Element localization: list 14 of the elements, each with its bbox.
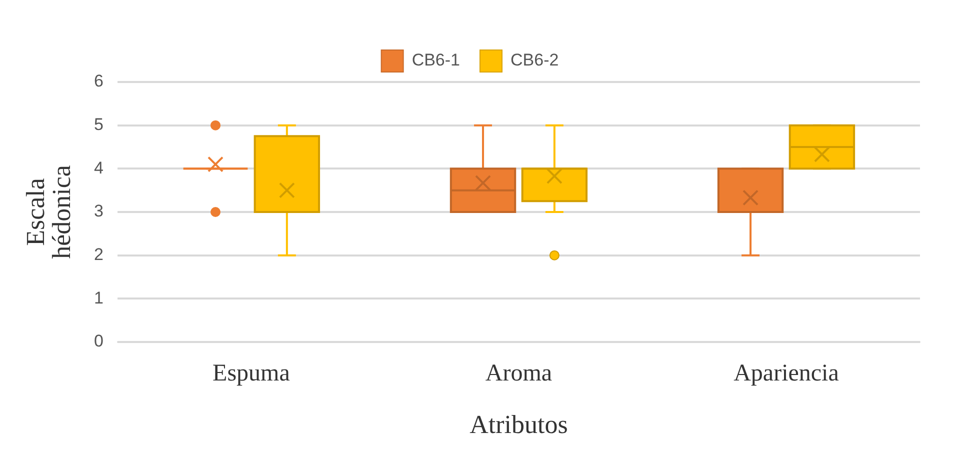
x-tick-label: Espuma xyxy=(212,360,290,387)
y-tick-label: 1 xyxy=(94,288,104,308)
y-tick-label: 3 xyxy=(94,202,104,221)
legend-label: CB6-1 xyxy=(412,50,460,70)
y-axis-title: Escala hédonica xyxy=(20,164,76,259)
y-tick-label: 0 xyxy=(94,332,104,351)
x-tick-label: Aroma xyxy=(485,360,552,387)
y-tick-label: 2 xyxy=(94,245,104,264)
x-tick-label: Apariencia xyxy=(734,360,840,387)
y-tick-label: 4 xyxy=(94,158,104,178)
y-tick-label: 6 xyxy=(94,72,104,91)
y-tick-label: 5 xyxy=(94,115,104,134)
legend-label: CB6-2 xyxy=(510,50,559,70)
x-axis-title: Atributos xyxy=(470,410,568,440)
